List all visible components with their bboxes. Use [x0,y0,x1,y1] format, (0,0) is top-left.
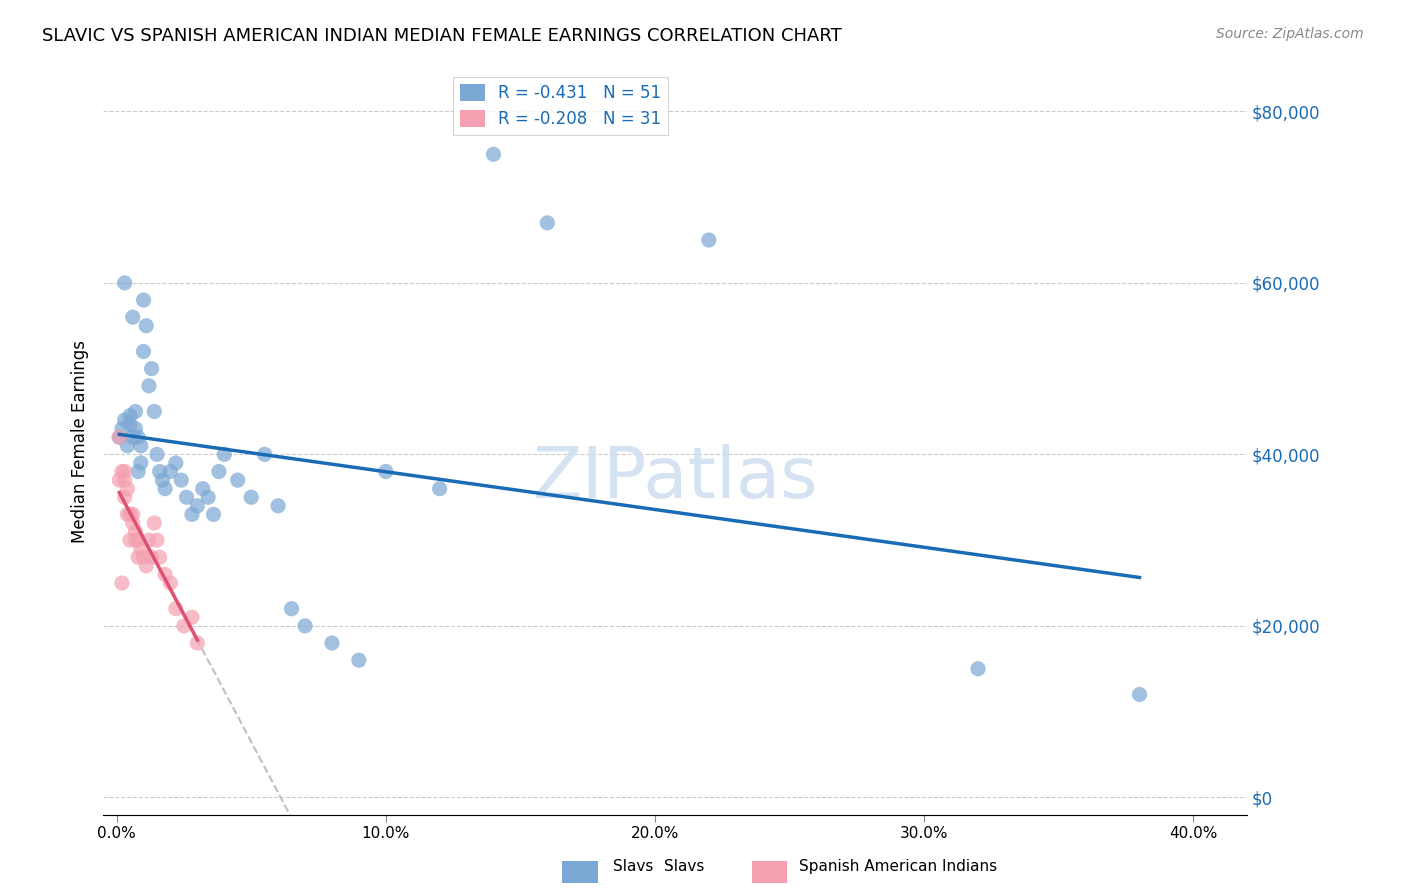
Slavs [202,508,225,522]
Slavs [146,447,169,461]
Spanish American Indians [114,490,136,504]
Slavs [214,447,236,461]
Spanish American Indians [117,482,139,496]
Slavs [108,430,131,444]
Spanish American Indians [108,473,131,487]
Spanish American Indians [127,533,149,548]
Spanish American Indians [146,533,169,548]
Slavs [150,473,173,487]
Slavs [159,465,181,479]
Spanish American Indians [111,576,134,591]
Spanish American Indians [118,508,141,522]
Slavs [121,310,143,325]
Spanish American Indians [118,533,141,548]
Slavs [1128,688,1150,702]
Y-axis label: Median Female Earnings: Median Female Earnings [72,340,89,543]
Slavs [267,499,290,513]
Slavs [374,465,396,479]
Slavs [240,490,263,504]
Slavs [135,318,157,333]
Spanish American Indians [111,465,134,479]
Spanish American Indians [132,550,155,565]
Slavs [111,422,134,436]
Slavs [124,422,146,436]
Slavs [118,409,141,423]
Slavs [121,430,143,444]
Slavs [124,404,146,418]
Text: Source: ZipAtlas.com: Source: ZipAtlas.com [1216,27,1364,41]
Slavs [127,465,149,479]
Spanish American Indians [124,524,146,539]
Slavs [153,482,176,496]
Text: SLAVIC VS SPANISH AMERICAN INDIAN MEDIAN FEMALE EARNINGS CORRELATION CHART: SLAVIC VS SPANISH AMERICAN INDIAN MEDIAN… [42,27,842,45]
Slavs [697,233,720,247]
Slavs [129,456,152,470]
Text: Slavs: Slavs [664,859,704,874]
Legend: R = -0.431   N = 51, R = -0.208   N = 31: R = -0.431 N = 51, R = -0.208 N = 31 [453,77,668,135]
Slavs [149,465,172,479]
Spanish American Indians [124,533,146,548]
Slavs [114,276,136,290]
Spanish American Indians [141,550,163,565]
Spanish American Indians [143,516,166,530]
Slavs [181,508,204,522]
Slavs [132,293,155,307]
Slavs [186,499,208,513]
Spanish American Indians [114,465,136,479]
Slavs [536,216,558,230]
Slavs [197,490,219,504]
Slavs [482,147,505,161]
Text: ZIPatlas: ZIPatlas [533,444,818,513]
Slavs [170,473,193,487]
Spanish American Indians [129,541,152,556]
Slavs [138,378,160,392]
Text: Spanish American Indians: Spanish American Indians [799,859,997,874]
Text: Slavs: Slavs [613,859,652,874]
Slavs [347,653,370,667]
Slavs [226,473,249,487]
Spanish American Indians [165,601,187,615]
Slavs [429,482,451,496]
Slavs [117,439,139,453]
Slavs [141,361,163,376]
Slavs [321,636,343,650]
Slavs [191,482,214,496]
Slavs [967,662,990,676]
Spanish American Indians [121,516,143,530]
Spanish American Indians [181,610,204,624]
Spanish American Indians [127,550,149,565]
Spanish American Indians [149,550,172,565]
Spanish American Indians [114,473,136,487]
Spanish American Indians [138,533,160,548]
Slavs [176,490,198,504]
Slavs [208,465,231,479]
Spanish American Indians [159,576,181,591]
Slavs [129,439,152,453]
Spanish American Indians [173,619,195,633]
Spanish American Indians [135,558,157,573]
Slavs [143,404,166,418]
Spanish American Indians [121,508,143,522]
Slavs [127,430,149,444]
Spanish American Indians [117,508,139,522]
Slavs [118,417,141,432]
Slavs [114,413,136,427]
Slavs [165,456,187,470]
Spanish American Indians [108,430,131,444]
Slavs [280,601,302,615]
Spanish American Indians [153,567,176,582]
Slavs [294,619,316,633]
Spanish American Indians [186,636,208,650]
Slavs [253,447,276,461]
Slavs [132,344,155,359]
